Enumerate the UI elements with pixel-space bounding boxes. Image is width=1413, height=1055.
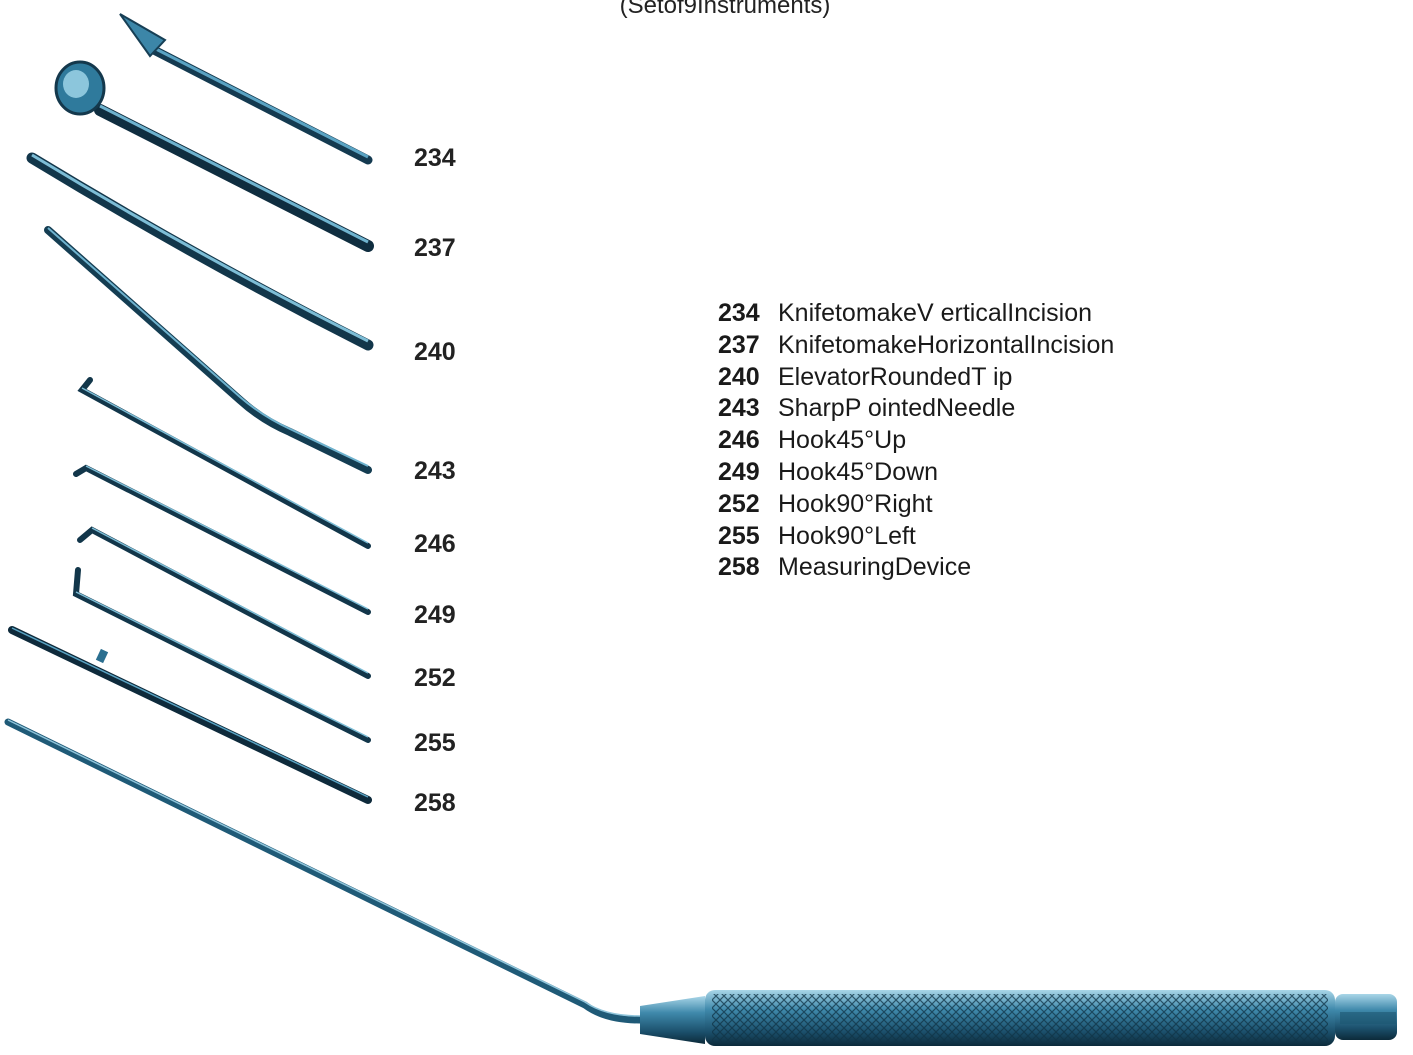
instrument-label-252: 252 <box>414 664 456 692</box>
catalog-list: 234 KnifetomakeV erticalIncision 237 Knife… <box>718 298 1114 584</box>
catalog-number: 249 <box>718 457 760 486</box>
catalog-description: ElevatorRoundedT ip <box>778 362 1013 391</box>
catalog-number: 246 <box>718 426 760 455</box>
instrument-label-243: 243 <box>414 457 456 485</box>
catalog-description: MeasuringDevice <box>778 553 972 582</box>
catalog-number: 258 <box>718 553 760 582</box>
catalog-number: 234 <box>718 299 760 327</box>
catalog-item: 243 SharpP ointedNeedle <box>718 393 1114 425</box>
instrument-234 <box>119 13 373 165</box>
instrument-255 <box>72 567 371 743</box>
catalog-description: Hook90°Right <box>778 489 933 518</box>
catalog-number: 237 <box>718 330 760 359</box>
instrument-handle <box>640 990 1397 1046</box>
instrument-252 <box>77 526 371 679</box>
instrument-label-246: 246 <box>414 530 456 558</box>
catalog-number: 252 <box>718 489 760 518</box>
instrument-shaft <box>4 718 664 1024</box>
catalog-item: 240 ElevatorRoundedT ip <box>718 362 1114 394</box>
catalog-item: 258 MeasuringDevice <box>718 552 1114 584</box>
catalog-item: 234 KnifetomakeV erticalIncision <box>718 298 1114 330</box>
instrument-246 <box>77 377 371 549</box>
catalog-item: 252 Hook90°Right <box>718 489 1114 521</box>
catalog-number: 255 <box>718 521 760 550</box>
instrument-label-249: 249 <box>414 601 456 629</box>
catalog-number: 240 <box>718 362 760 391</box>
catalog-item: 246 Hook45°Up <box>718 425 1114 457</box>
catalog-description: KnifetomakeV erticalIncision <box>778 299 1093 327</box>
instrument-249 <box>73 464 371 615</box>
instrument-label-255: 255 <box>414 729 456 757</box>
instrument-258 <box>8 626 372 804</box>
catalog-description: Hook90°Left <box>778 521 916 550</box>
instrument-label-234: 234 <box>414 144 456 172</box>
catalog-description: SharpP ointedNeedle <box>778 394 1016 423</box>
catalog-description: KnifetomakeHorizontalIncision <box>778 330 1115 359</box>
catalog-description: Hook45°Down <box>778 457 939 486</box>
catalog-item: 237 KnifetomakeHorizontalIncision <box>718 330 1114 362</box>
catalog-item: 255 Hook90°Left <box>718 521 1114 553</box>
instrument-243 <box>44 226 372 474</box>
catalog-number: 243 <box>718 394 760 423</box>
instrument-237 <box>54 60 374 252</box>
instrument-label-237: 237 <box>414 234 456 262</box>
instrument-label-258: 258 <box>414 789 456 817</box>
instrument-240 <box>26 152 374 351</box>
catalog-description: Hook45°Up <box>778 426 907 455</box>
instrument-label-240: 240 <box>414 338 456 366</box>
page-subtitle: (Setof9Instruments) <box>619 0 831 19</box>
catalog-item: 249 Hook45°Down <box>718 457 1114 489</box>
